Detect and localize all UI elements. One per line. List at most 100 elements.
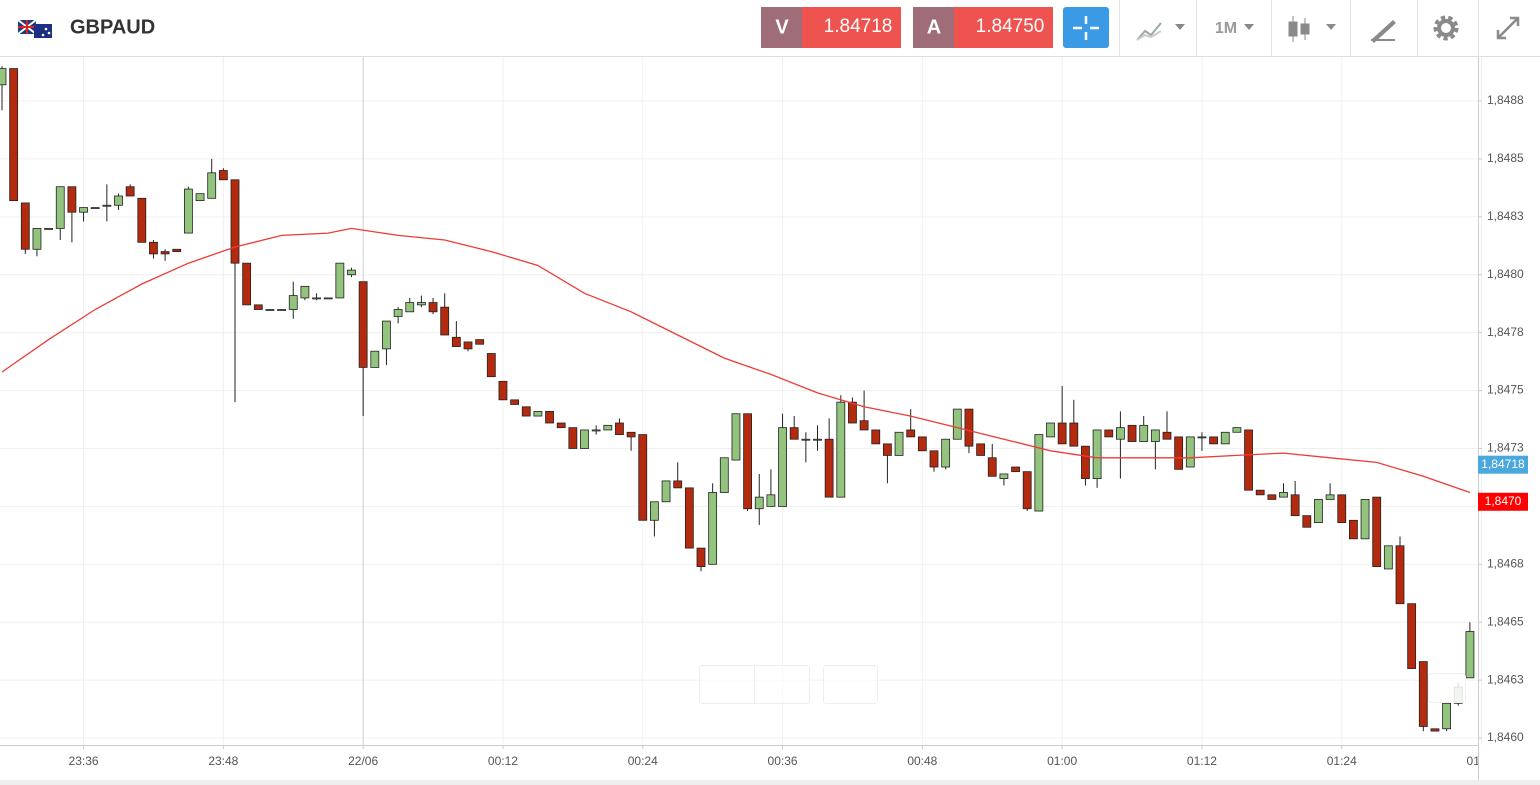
candle	[1302, 515, 1312, 528]
candle-body	[347, 269, 356, 276]
candle	[358, 281, 368, 417]
candle-body	[1081, 445, 1090, 480]
candle	[743, 413, 752, 512]
candle	[580, 429, 589, 449]
candle-body	[393, 309, 403, 317]
candle-body	[32, 228, 42, 250]
candle-body	[67, 186, 77, 213]
candle-body	[1372, 496, 1382, 568]
candle-body	[114, 195, 123, 206]
candle	[370, 350, 380, 368]
x-tick-label: 01:36	[1467, 754, 1497, 768]
candle	[556, 422, 566, 429]
candle	[428, 297, 438, 315]
sell-label: V	[775, 16, 789, 38]
candle	[941, 438, 951, 470]
candle-body	[952, 408, 962, 440]
candle-body	[277, 309, 287, 311]
candle	[1232, 427, 1242, 433]
candle-body	[358, 281, 368, 368]
candle-body	[55, 186, 65, 229]
candle-body	[463, 341, 473, 350]
candle-body	[9, 68, 19, 202]
candle	[67, 186, 77, 243]
buy-button[interactable]: A 1.84750	[913, 7, 1053, 48]
scroll-end-button[interactable]	[1428, 673, 1466, 703]
candle	[1349, 519, 1358, 540]
candle-body	[976, 443, 985, 456]
candle	[160, 249, 170, 261]
candle-body	[382, 320, 391, 350]
candle	[1244, 429, 1253, 491]
timeframe-button[interactable]: 1M	[1215, 20, 1254, 37]
candle-body	[638, 434, 648, 521]
reset-button[interactable]	[823, 665, 878, 704]
candle-body	[405, 302, 415, 313]
candle	[684, 487, 694, 549]
candle	[719, 457, 729, 493]
candle	[1081, 445, 1090, 486]
candle	[0, 66, 7, 111]
chart-type-button[interactable]	[1136, 22, 1185, 41]
candle-body	[836, 401, 846, 498]
candle-body	[510, 399, 520, 405]
candles-button[interactable]	[1288, 16, 1336, 42]
symbol: GBPAUD	[70, 16, 155, 38]
candle-body	[312, 297, 321, 300]
candle	[1150, 429, 1160, 470]
candle-body	[871, 429, 881, 445]
expand-button[interactable]	[1496, 16, 1520, 40]
crosshair-button[interactable]	[1063, 7, 1109, 48]
candle-body	[1150, 429, 1160, 442]
x-tick-label: 22/06	[348, 754, 378, 768]
candle-body	[160, 251, 170, 255]
candle	[102, 184, 112, 222]
candle-body	[1057, 422, 1067, 445]
candle	[661, 480, 671, 503]
timeframe: 1M	[1215, 20, 1237, 37]
candle-body	[1046, 422, 1055, 438]
candle-body	[288, 295, 298, 310]
buy-price: 1.84750	[976, 16, 1045, 37]
sell-button[interactable]: V 1.84718	[761, 7, 901, 48]
candle-body	[44, 228, 53, 230]
candle-body	[731, 413, 741, 461]
buy-label-box	[913, 7, 954, 48]
candle-body	[195, 193, 205, 202]
candle	[90, 207, 100, 209]
candle	[999, 473, 1009, 486]
candle	[32, 228, 42, 257]
candle-body	[743, 413, 752, 510]
candle-body	[941, 438, 951, 468]
candle	[521, 406, 531, 417]
candle	[382, 320, 391, 366]
candle-body	[1465, 631, 1475, 679]
candle	[871, 429, 881, 445]
candle	[300, 285, 310, 301]
x-tick-label: 01:12	[1187, 754, 1217, 768]
candle-body	[754, 496, 764, 510]
candle	[708, 483, 718, 565]
candle	[533, 411, 543, 417]
candle-body	[1360, 499, 1370, 540]
candle	[1418, 661, 1428, 732]
candle-body	[172, 248, 182, 252]
candle	[312, 293, 321, 301]
candle	[1465, 622, 1475, 679]
candle-body	[207, 172, 217, 199]
draw-button[interactable]	[1371, 20, 1396, 43]
candle-body	[906, 429, 916, 438]
candle	[1185, 436, 1195, 468]
candle	[1162, 411, 1172, 440]
candle	[976, 443, 985, 456]
candle	[883, 443, 892, 484]
candle	[393, 307, 403, 324]
settings-button[interactable]	[1433, 15, 1459, 41]
candle-body	[137, 197, 147, 243]
candle	[207, 158, 217, 199]
candle	[824, 418, 834, 498]
x-tick-label: 01:24	[1327, 754, 1357, 768]
buy-label: A	[927, 16, 941, 38]
